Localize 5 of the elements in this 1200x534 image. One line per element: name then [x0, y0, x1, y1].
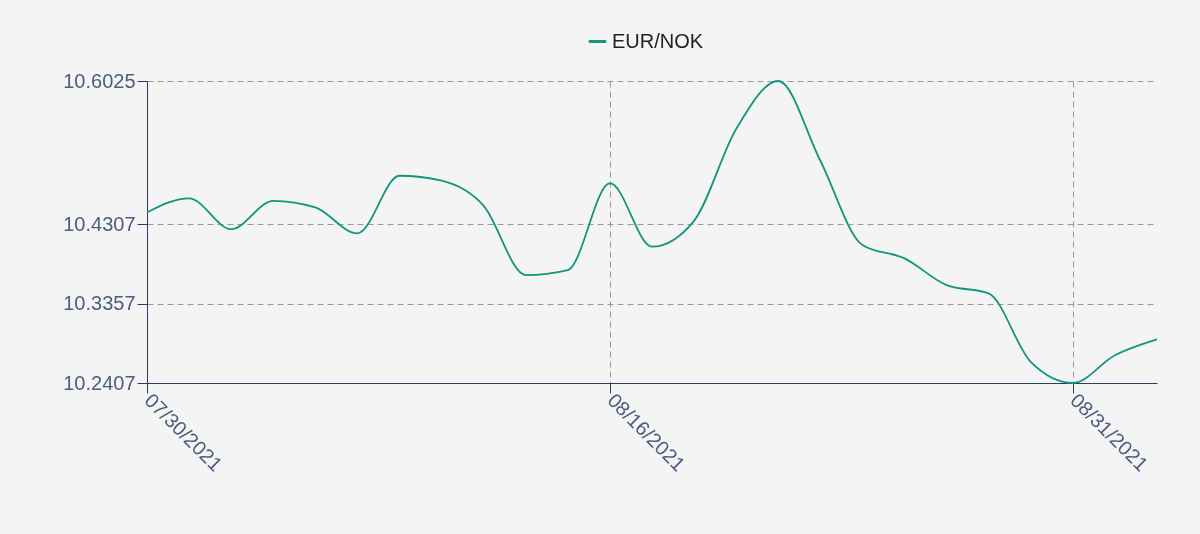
y-tick-label: 10.4307 [63, 212, 136, 235]
legend-label: EUR/NOK [612, 29, 704, 52]
y-tick-label: 10.3357 [63, 292, 136, 315]
y-tick-label: 10.2407 [63, 371, 136, 394]
y-tick-label: 10.6025 [63, 69, 136, 92]
